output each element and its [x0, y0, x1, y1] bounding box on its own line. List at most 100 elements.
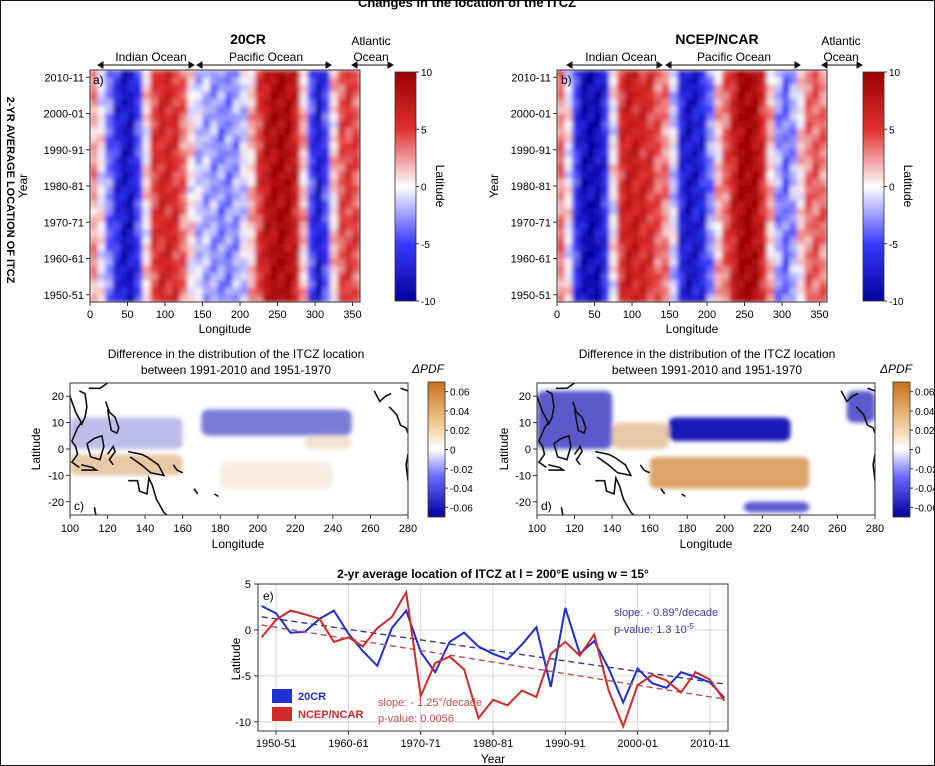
heatmap-cell — [602, 171, 611, 180]
coastline — [104, 401, 120, 435]
heatmap-cell — [142, 294, 151, 302]
heatmap-cell — [255, 84, 264, 93]
heatmap-cell — [557, 171, 566, 180]
heatmap-cell — [737, 120, 746, 129]
heatmap-cell — [774, 236, 783, 245]
heatmap-cell — [120, 99, 129, 107]
heatmap-cell — [195, 113, 204, 122]
heatmap-cell — [105, 251, 114, 260]
heatmap-cell — [707, 200, 716, 209]
panel-a-axes: 0 50 100 150 200 250 300 3502010-112000-011990-… — [44, 72, 362, 321]
heatmap-cell — [782, 77, 791, 86]
heatmap-cell — [217, 251, 226, 260]
heatmap-cell — [699, 113, 708, 122]
heatmap-cell — [217, 171, 226, 180]
heatmap-cell — [352, 99, 360, 107]
heatmap-cell — [699, 178, 708, 187]
y-tick-label: -10 — [515, 470, 531, 482]
heatmap-cell — [337, 200, 346, 209]
heatmap-cell — [127, 258, 136, 267]
heatmap-cell — [699, 280, 708, 289]
heatmap-cell — [804, 113, 813, 122]
heatmap-cell — [105, 193, 114, 202]
heatmap-cell — [157, 236, 166, 245]
heatmap-cell — [722, 287, 731, 296]
heatmap-cell — [247, 171, 256, 180]
heatmap-cell — [277, 70, 286, 78]
heatmap-cell — [157, 229, 166, 238]
heatmap-cell — [639, 128, 648, 136]
heatmap-cell — [639, 193, 648, 202]
heatmap-cell — [337, 287, 346, 296]
heatmap-cell — [165, 258, 174, 267]
heatmap-cell — [812, 193, 821, 202]
heatmap-cell — [105, 265, 114, 274]
heatmap-cell — [187, 84, 196, 93]
heatmap-cell — [714, 99, 723, 107]
heatmap-cell — [692, 294, 701, 302]
heatmap-cell — [722, 70, 731, 78]
heatmap-cell — [232, 258, 241, 267]
heatmap-cell — [105, 244, 114, 252]
heatmap-cell — [774, 113, 783, 122]
heatmap-cell — [180, 287, 189, 296]
heatmap-cell — [187, 258, 196, 267]
heatmap-cell — [714, 251, 723, 260]
heatmap-cell — [602, 128, 611, 136]
map-anomaly-negative — [70, 417, 183, 449]
heatmap-cell — [255, 171, 264, 180]
heatmap-cell — [812, 251, 821, 260]
heatmap-cell — [609, 229, 618, 238]
heatmap-cell — [315, 236, 324, 245]
heatmap-cell — [587, 186, 596, 194]
heatmap-cell — [90, 251, 99, 260]
heatmap-cell — [579, 258, 588, 267]
heatmap-cell — [112, 142, 121, 151]
heatmap-cell — [602, 164, 611, 173]
heatmap-cell — [782, 113, 791, 122]
heatmap-cell — [692, 215, 701, 223]
heatmap-cell — [692, 229, 701, 238]
heatmap-cell — [662, 157, 671, 165]
heatmap-cell — [714, 244, 723, 252]
heatmap-cell — [647, 149, 656, 158]
x-tick-label: 160 — [640, 523, 658, 535]
heatmap-cell — [767, 258, 776, 267]
heatmap-cell — [557, 70, 566, 78]
heatmap-cell — [210, 207, 219, 216]
heatmap-cell — [677, 236, 686, 245]
heatmap-cell — [337, 128, 346, 136]
heatmap-cell — [587, 157, 596, 165]
x-tick-label: 180 — [211, 523, 229, 535]
heatmap-cell — [579, 294, 588, 302]
heatmap-cell — [180, 91, 189, 100]
colorbar-tick-label: 0 — [915, 446, 921, 457]
heatmap-cell — [157, 287, 166, 296]
heatmap-cell — [225, 207, 234, 216]
heatmap-cell — [812, 280, 821, 289]
heatmap-cell — [759, 222, 768, 231]
heatmap-cell — [315, 273, 324, 281]
heatmap-cell — [602, 70, 611, 78]
map-anomaly-positive — [304, 435, 352, 449]
heatmap-cell — [255, 135, 264, 144]
heatmap-cell — [120, 222, 129, 231]
heatmap-cell — [722, 273, 731, 281]
heatmap-cell — [225, 84, 234, 93]
heatmap-cell — [90, 287, 99, 296]
heatmap-cell — [744, 164, 753, 173]
heatmap-cell — [819, 142, 827, 151]
heatmap-cell — [579, 207, 588, 216]
heatmap-cell — [774, 84, 783, 93]
heatmap-cell — [270, 120, 279, 129]
heatmap-cell — [247, 164, 256, 173]
heatmap-cell — [632, 106, 641, 115]
heatmap-cell — [632, 258, 641, 267]
heatmap-cell — [654, 265, 663, 274]
heatmap-cell — [729, 215, 738, 223]
heatmap-cell — [699, 251, 708, 260]
heatmap-cell — [255, 229, 264, 238]
heatmap-cell — [789, 265, 798, 274]
heatmap-cell — [624, 142, 633, 151]
heatmap-cell — [127, 157, 136, 165]
